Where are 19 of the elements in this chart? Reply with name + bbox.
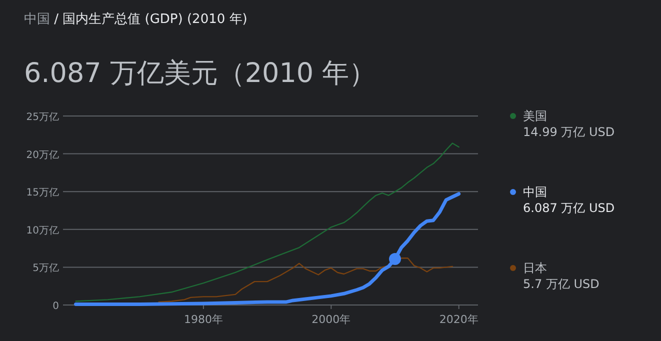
legend-label: 日本 [523,261,547,275]
text: 6.087 万亿 USD [523,201,615,215]
legend-label: 美国 [523,109,547,123]
x-tick-label: 1980年 [184,313,223,326]
x-tick-label: 2020年 [439,313,478,326]
chart-title: 中国 / 国内生产总值 (GDP) (2010 年) [24,12,248,27]
text: 6.087 万亿美元（2010 年） [24,58,376,89]
text: 14.99 万亿 USD [523,125,615,139]
y-tick-label: 10万亿 [26,225,59,236]
line-series [74,192,461,306]
y-tick-label: 0 [52,301,59,312]
line-series [75,142,460,302]
legend-label: 中国 [523,185,547,199]
y-tick-label: 20万亿 [26,150,59,161]
y-tick-label: 25万亿 [26,112,59,123]
text: 5.7 万亿 USD [523,277,600,291]
x-tick-label: 2000年 [312,313,351,326]
y-tick-label: 5万亿 [32,263,59,274]
y-tick-label: 15万亿 [26,188,59,199]
